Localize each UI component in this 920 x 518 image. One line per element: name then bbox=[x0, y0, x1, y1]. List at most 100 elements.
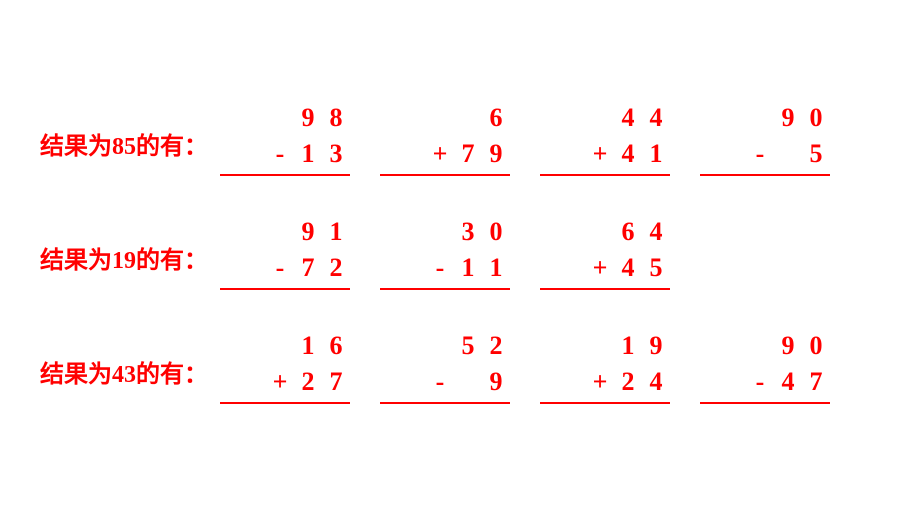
operand-top: 91 bbox=[220, 214, 350, 250]
digit: 2 bbox=[294, 367, 322, 397]
operator: - bbox=[426, 253, 454, 283]
digit: 0 bbox=[802, 103, 830, 133]
operand-top: 64 bbox=[540, 214, 670, 250]
operator: - bbox=[746, 139, 774, 169]
problems-group: 98-136+7944+4190-5 bbox=[220, 100, 830, 186]
horizontal-rule bbox=[380, 174, 510, 186]
operand-bottom: -5 bbox=[700, 136, 830, 172]
math-problem: 91-72 bbox=[220, 214, 350, 300]
horizontal-rule bbox=[380, 288, 510, 300]
operand-top: 90 bbox=[700, 328, 830, 364]
digit: 9 bbox=[482, 367, 510, 397]
math-problem: 90-47 bbox=[700, 328, 830, 414]
operator: + bbox=[586, 139, 614, 169]
horizontal-rule bbox=[220, 174, 350, 186]
operator: + bbox=[266, 367, 294, 397]
operand-bottom: -11 bbox=[380, 250, 510, 286]
digit: 9 bbox=[482, 139, 510, 169]
operand-bottom: -13 bbox=[220, 136, 350, 172]
horizontal-rule bbox=[540, 174, 670, 186]
operator: - bbox=[266, 139, 294, 169]
digit: 4 bbox=[614, 253, 642, 283]
row-label: 结果为85的有： bbox=[40, 126, 220, 161]
digit: 1 bbox=[294, 139, 322, 169]
digit: 8 bbox=[322, 103, 350, 133]
horizontal-rule bbox=[220, 288, 350, 300]
digit: 2 bbox=[322, 253, 350, 283]
digit: 3 bbox=[322, 139, 350, 169]
digit: 4 bbox=[642, 103, 670, 133]
operand-top: 16 bbox=[220, 328, 350, 364]
digit: 1 bbox=[642, 139, 670, 169]
math-row: 结果为85的有：98-136+7944+4190-5 bbox=[40, 100, 880, 186]
digit: 0 bbox=[802, 331, 830, 361]
digit: 5 bbox=[802, 139, 830, 169]
operator: + bbox=[586, 253, 614, 283]
math-problem: 6+79 bbox=[380, 100, 510, 186]
horizontal-rule bbox=[700, 174, 830, 186]
digit: 4 bbox=[614, 139, 642, 169]
operand-top: 44 bbox=[540, 100, 670, 136]
digit: 1 bbox=[482, 253, 510, 283]
digit: 7 bbox=[294, 253, 322, 283]
horizontal-rule bbox=[380, 402, 510, 414]
digit: 7 bbox=[454, 139, 482, 169]
horizontal-rule bbox=[220, 402, 350, 414]
math-problem: 52-9 bbox=[380, 328, 510, 414]
problems-group: 16+2752-919+2490-47 bbox=[220, 328, 830, 414]
digit: 1 bbox=[614, 331, 642, 361]
digit: 2 bbox=[614, 367, 642, 397]
operand-bottom: +79 bbox=[380, 136, 510, 172]
operator: + bbox=[586, 367, 614, 397]
digit: 0 bbox=[482, 217, 510, 247]
digit: 1 bbox=[294, 331, 322, 361]
math-problem: 19+24 bbox=[540, 328, 670, 414]
digit: 9 bbox=[294, 217, 322, 247]
operand-bottom: +24 bbox=[540, 364, 670, 400]
digit: 4 bbox=[642, 217, 670, 247]
digit: 3 bbox=[454, 217, 482, 247]
digit: 4 bbox=[614, 103, 642, 133]
row-label: 结果为19的有： bbox=[40, 240, 220, 275]
math-problem: 30-11 bbox=[380, 214, 510, 300]
math-problem: 16+27 bbox=[220, 328, 350, 414]
digit: 6 bbox=[482, 103, 510, 133]
digit: 6 bbox=[614, 217, 642, 247]
digit: 1 bbox=[454, 253, 482, 283]
digit: 5 bbox=[642, 253, 670, 283]
digit: 2 bbox=[482, 331, 510, 361]
problems-group: 91-7230-1164+45 bbox=[220, 214, 670, 300]
digit: 5 bbox=[454, 331, 482, 361]
digit: 9 bbox=[642, 331, 670, 361]
operand-top: 19 bbox=[540, 328, 670, 364]
operator: + bbox=[426, 139, 454, 169]
operand-bottom: +45 bbox=[540, 250, 670, 286]
operand-bottom: +27 bbox=[220, 364, 350, 400]
digit: 4 bbox=[774, 367, 802, 397]
math-problem: 98-13 bbox=[220, 100, 350, 186]
operator: - bbox=[426, 367, 454, 397]
horizontal-rule bbox=[540, 402, 670, 414]
digit: 7 bbox=[802, 367, 830, 397]
operand-bottom: -72 bbox=[220, 250, 350, 286]
digit: 9 bbox=[774, 331, 802, 361]
operand-top: 52 bbox=[380, 328, 510, 364]
digit: 7 bbox=[322, 367, 350, 397]
digit: 9 bbox=[294, 103, 322, 133]
row-label: 结果为43的有： bbox=[40, 354, 220, 389]
horizontal-rule bbox=[700, 402, 830, 414]
digit: 1 bbox=[322, 217, 350, 247]
operand-top: 30 bbox=[380, 214, 510, 250]
operand-bottom: +41 bbox=[540, 136, 670, 172]
math-problem: 90-5 bbox=[700, 100, 830, 186]
operand-top: 6 bbox=[380, 100, 510, 136]
math-problem: 44+41 bbox=[540, 100, 670, 186]
math-row: 结果为19的有：91-7230-1164+45 bbox=[40, 214, 880, 300]
math-row: 结果为43的有：16+2752-919+2490-47 bbox=[40, 328, 880, 414]
operator: - bbox=[266, 253, 294, 283]
operator: - bbox=[746, 367, 774, 397]
digit: 4 bbox=[642, 367, 670, 397]
digit: 9 bbox=[774, 103, 802, 133]
operand-bottom: -9 bbox=[380, 364, 510, 400]
horizontal-rule bbox=[540, 288, 670, 300]
